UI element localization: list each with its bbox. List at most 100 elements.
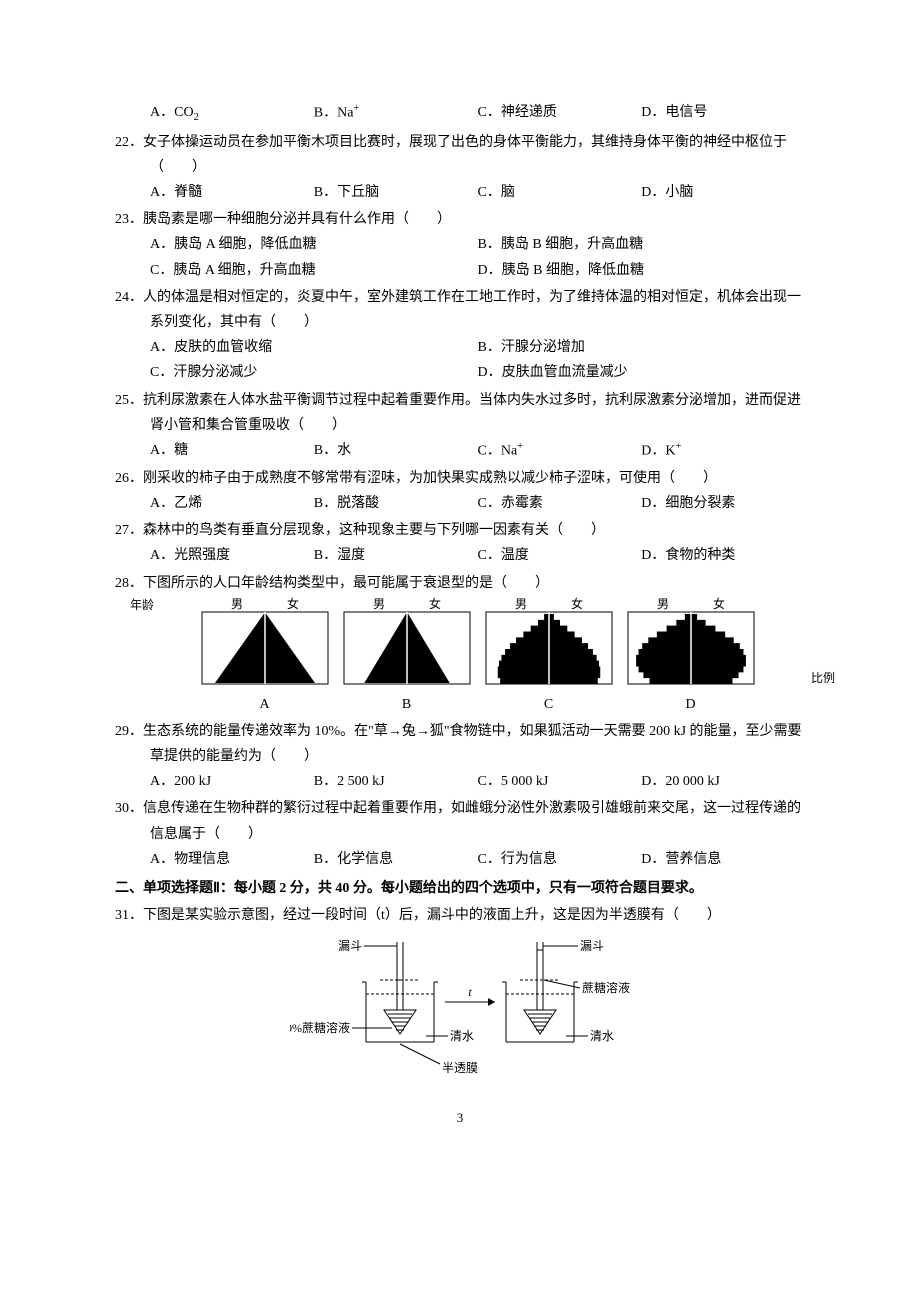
- svg-text:清水: 清水: [450, 1029, 474, 1043]
- options-row: A．胰岛 A 细胞，降低血糖 B．胰岛 B 细胞，升高血糖: [115, 232, 805, 257]
- option-c: C．胰岛 A 细胞，升高血糖: [150, 258, 478, 283]
- option-c: C．行为信息: [478, 847, 642, 872]
- svg-text:男: 男: [230, 597, 242, 611]
- y-axis-label: 年龄: [130, 598, 154, 612]
- question-30: 30．信息传递在生物种群的繁衍过程中起着重要作用，如雌蛾分泌性外激素吸引雄蛾前来…: [115, 796, 805, 872]
- label-b: B: [342, 692, 472, 717]
- option-a: A．CO2: [150, 100, 314, 128]
- options-row: A．物理信息 B．化学信息 C．行为信息 D．营养信息: [115, 847, 805, 872]
- question-24: 24．人的体温是相对恒定的，炎夏中午，室外建筑工作在工地工作时，为了维持体温的相…: [115, 285, 805, 386]
- option-a: A．乙烯: [150, 491, 314, 516]
- option-b: B．下丘脑: [314, 180, 478, 205]
- question-stem: 30．信息传递在生物种群的繁衍过程中起着重要作用，如雌蛾分泌性外激素吸引雄蛾前来…: [115, 796, 805, 846]
- svg-text:女: 女: [428, 596, 440, 611]
- option-b: B．脱落酸: [314, 491, 478, 516]
- pyramid-a: 男女: [200, 596, 330, 688]
- pyramid-option-labels: A B C D: [150, 692, 805, 717]
- svg-text:10%蔗糖溶液: 10%蔗糖溶液: [290, 1020, 350, 1035]
- question-stem: 28．下图所示的人口年龄结构类型中，最可能属于衰退型的是（ ）: [115, 571, 805, 596]
- pyramid-c: 男女: [484, 596, 614, 688]
- question-21-options: A．CO2 B．Na+ C．神经递质 D．电信号: [115, 100, 805, 128]
- question-stem: 24．人的体温是相对恒定的，炎夏中午，室外建筑工作在工地工作时，为了维持体温的相…: [115, 285, 805, 335]
- option-d-text: 电信号: [665, 105, 707, 120]
- question-29: 29．生态系统的能量传递效率为 10%。在"草→兔→狐"食物链中，如果狐活动一天…: [115, 719, 805, 795]
- option-d: D．胰岛 B 细胞，降低血糖: [478, 258, 806, 283]
- options-row: A．脊髓 B．下丘脑 C．脑 D．小脑: [115, 180, 805, 205]
- option-b: B．2 500 kJ: [314, 769, 478, 794]
- svg-text:女: 女: [286, 596, 298, 611]
- option-c: C．脑: [478, 180, 642, 205]
- label-a: A: [200, 692, 330, 717]
- stem-text: 女子体操运动员在参加平衡木项目比赛时，展现了出色的身体平衡能力，其维持身体平衡的…: [143, 135, 787, 175]
- options-row: A．光照强度 B．湿度 C．温度 D．食物的种类: [115, 543, 805, 568]
- option-a: A．脊髓: [150, 180, 314, 205]
- x-axis-label: 比例: [811, 668, 835, 690]
- population-pyramids: 年龄 男女 男女 男女 男女 比例: [150, 596, 805, 688]
- option-d: D．营养信息: [641, 847, 805, 872]
- section-2-header: 二、单项选择题Ⅱ：每小题 2 分，共 40 分。每小题给出的四个选项中，只有一项…: [115, 876, 805, 901]
- svg-text:男: 男: [656, 597, 668, 611]
- svg-text:女: 女: [712, 596, 724, 611]
- options-row: A．糖 B．水 C．Na+ D．K+: [115, 438, 805, 464]
- svg-text:女: 女: [570, 596, 582, 611]
- option-d: D．食物的种类: [641, 543, 805, 568]
- question-stem: 22．女子体操运动员在参加平衡木项目比赛时，展现了出色的身体平衡能力，其维持身体…: [115, 130, 805, 180]
- question-stem: 29．生态系统的能量传递效率为 10%。在"草→兔→狐"食物链中，如果狐活动一天…: [115, 719, 805, 769]
- option-a: A．200 kJ: [150, 769, 314, 794]
- option-d: D．皮肤血管血流量减少: [478, 360, 806, 385]
- question-27: 27．森林中的鸟类有垂直分层现象，这种现象主要与下列哪一因素有关（ ） A．光照…: [115, 518, 805, 568]
- options-row: C．胰岛 A 细胞，升高血糖 D．胰岛 B 细胞，降低血糖: [115, 258, 805, 283]
- svg-text:男: 男: [372, 597, 384, 611]
- option-b: B．胰岛 B 细胞，升高血糖: [478, 232, 806, 257]
- question-31: 31．下图是某实验示意图，经过一段时间（t）后，漏斗中的液面上升，这是因为半透膜…: [115, 903, 805, 1082]
- question-stem: 31．下图是某实验示意图，经过一段时间（t）后，漏斗中的液面上升，这是因为半透膜…: [115, 903, 805, 928]
- question-stem: 25．抗利尿激素在人体水盐平衡调节过程中起着重要作用。当体内失水过多时，抗利尿激…: [115, 388, 805, 438]
- option-c: C．汗腺分泌减少: [150, 360, 478, 385]
- option-d: D．K+: [641, 438, 805, 464]
- question-22: 22．女子体操运动员在参加平衡木项目比赛时，展现了出色的身体平衡能力，其维持身体…: [115, 130, 805, 206]
- svg-text:半透膜: 半透膜: [442, 1061, 478, 1075]
- question-stem: 26．刚采收的柿子由于成熟度不够常带有涩味，为加快果实成熟以减少柿子涩味，可使用…: [115, 466, 805, 491]
- osmosis-diagram: t 漏斗 10%蔗糖溶液清水 漏斗蔗糖溶液清水半透膜: [115, 932, 805, 1082]
- label-d: D: [626, 692, 756, 717]
- question-28: 28．下图所示的人口年龄结构类型中，最可能属于衰退型的是（ ） 年龄 男女 男女…: [115, 571, 805, 717]
- option-c: C．5 000 kJ: [478, 769, 642, 794]
- option-b: B．化学信息: [314, 847, 478, 872]
- svg-text:清水: 清水: [590, 1029, 614, 1043]
- svg-text:漏斗: 漏斗: [580, 939, 604, 953]
- question-stem: 23．胰岛素是哪一种细胞分泌并具有什么作用（ ）: [115, 207, 805, 232]
- options-row: A．200 kJ B．2 500 kJ C．5 000 kJ D．20 000 …: [115, 769, 805, 794]
- label-c: C: [484, 692, 614, 717]
- pyramid-d: 男女: [626, 596, 756, 688]
- svg-text:蔗糖溶液: 蔗糖溶液: [582, 980, 630, 995]
- option-b: B．汗腺分泌增加: [478, 335, 806, 360]
- svg-text:男: 男: [514, 597, 526, 611]
- option-c: C．Na+: [478, 438, 642, 464]
- question-26: 26．刚采收的柿子由于成熟度不够常带有涩味，为加快果实成熟以减少柿子涩味，可使用…: [115, 466, 805, 516]
- options-row: A．皮肤的血管收缩 B．汗腺分泌增加: [115, 335, 805, 360]
- option-d: D．电信号: [641, 100, 805, 128]
- option-c-text: 神经递质: [501, 105, 557, 120]
- option-b: B．湿度: [314, 543, 478, 568]
- question-23: 23．胰岛素是哪一种细胞分泌并具有什么作用（ ） A．胰岛 A 细胞，降低血糖 …: [115, 207, 805, 283]
- question-25: 25．抗利尿激素在人体水盐平衡调节过程中起着重要作用。当体内失水过多时，抗利尿激…: [115, 388, 805, 464]
- options-row: A．CO2 B．Na+ C．神经递质 D．电信号: [115, 100, 805, 128]
- option-d: D．20 000 kJ: [641, 769, 805, 794]
- option-c: C．温度: [478, 543, 642, 568]
- options-row: A．乙烯 B．脱落酸 C．赤霉素 D．细胞分裂素: [115, 491, 805, 516]
- option-a: A．皮肤的血管收缩: [150, 335, 478, 360]
- option-a: A．糖: [150, 438, 314, 464]
- option-b: B．水: [314, 438, 478, 464]
- svg-text:漏斗: 漏斗: [338, 939, 362, 953]
- option-d: D．小脑: [641, 180, 805, 205]
- option-c: C．赤霉素: [478, 491, 642, 516]
- option-b: B．Na+: [314, 100, 478, 128]
- option-a: A．胰岛 A 细胞，降低血糖: [150, 232, 478, 257]
- page-number: 3: [115, 1106, 805, 1129]
- option-d: D．细胞分裂素: [641, 491, 805, 516]
- option-a: A．光照强度: [150, 543, 314, 568]
- option-c: C．神经递质: [478, 100, 642, 128]
- svg-text:t: t: [468, 985, 472, 999]
- option-a: A．物理信息: [150, 847, 314, 872]
- pyramid-b: 男女: [342, 596, 472, 688]
